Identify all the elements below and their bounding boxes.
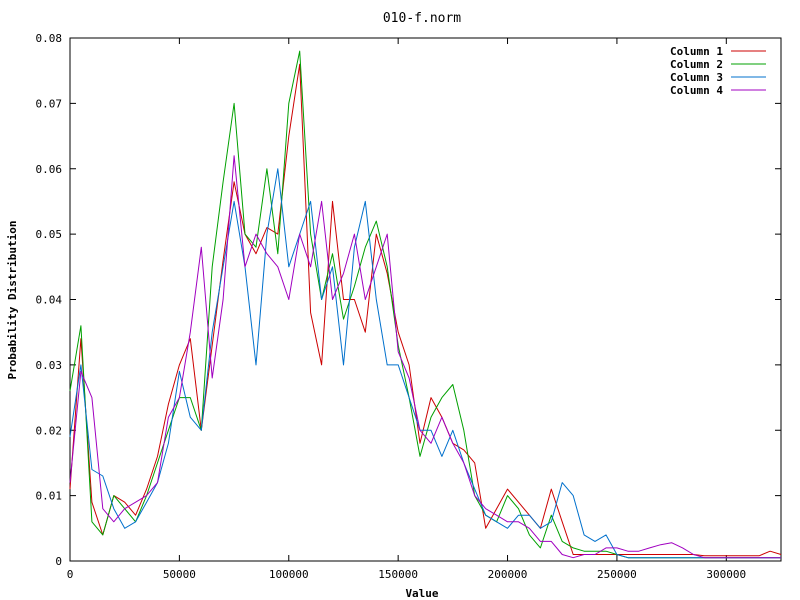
y-tick-label: 0.04	[36, 294, 63, 307]
series-line-4	[69, 155, 781, 559]
x-axis-label: Value	[405, 587, 438, 600]
legend-label: Column 2	[670, 58, 723, 71]
series-line-3	[69, 168, 781, 559]
y-axis-label: Probability Distribution	[6, 221, 19, 380]
y-tick-label: 0.08	[36, 32, 63, 45]
y-tick-label: 0.05	[36, 228, 63, 241]
y-tick-label: 0.06	[36, 163, 63, 176]
x-tick-label: 300000	[706, 568, 746, 581]
series-layer	[69, 50, 782, 559]
legend-label: Column 3	[670, 71, 723, 84]
x-tick-label: 0	[67, 568, 74, 581]
x-tick-label: 50000	[163, 568, 196, 581]
x-tick-label: 150000	[378, 568, 418, 581]
x-tick-label: 100000	[269, 568, 309, 581]
y-tick-label: 0	[55, 555, 62, 568]
x-tick-label: 200000	[488, 568, 528, 581]
legend-label: Column 1	[670, 45, 723, 58]
axis-ticks: 0 50000 100000 150000 200000 250000 300000 0 0.0…	[36, 32, 781, 581]
plot-frame	[69, 37, 782, 562]
series-line-2	[69, 50, 781, 559]
chart-title: 010-f.norm	[383, 11, 461, 26]
y-tick-label: 0.07	[36, 97, 63, 110]
legend-label: Column 4	[670, 84, 723, 97]
y-tick-label: 0.01	[36, 490, 63, 503]
x-tick-label: 250000	[597, 568, 637, 581]
y-tick-label: 0.03	[36, 359, 63, 372]
series-line-1	[69, 63, 782, 557]
y-tick-label: 0.02	[36, 424, 63, 437]
